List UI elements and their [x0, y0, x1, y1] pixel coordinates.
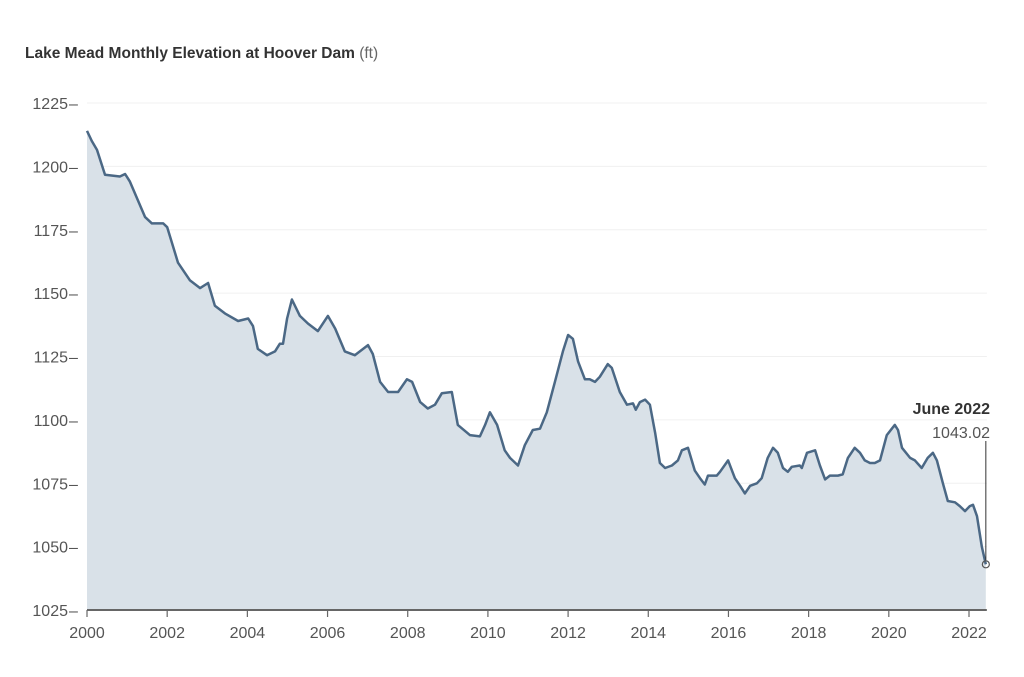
y-tick-label: 1150 [34, 286, 69, 303]
x-tick-label: 2018 [791, 625, 827, 642]
annotation: June 2022 1043.02 [913, 401, 990, 569]
y-tick-label: 1125 [34, 350, 69, 367]
y-tick-mark: – [69, 159, 78, 176]
x-tick-label: 2000 [69, 625, 105, 642]
annotation-point-marker [981, 560, 990, 569]
y-tick-mark: – [69, 413, 78, 430]
x-tick-label: 2006 [310, 625, 346, 642]
y-tick-label: 1050 [32, 540, 68, 557]
y-tick-mark: – [69, 476, 78, 493]
y-tick-label: 1175 [34, 223, 69, 240]
chart-unit: (ft) [359, 45, 379, 62]
x-tick-label: 2012 [550, 625, 586, 642]
annotation-value: 1043.02 [932, 425, 990, 442]
y-tick-label: 1100 [34, 413, 69, 430]
y-axis: 1025 –1050 –1075 –1100 –1125 –1150 –1175 –1200–… [32, 96, 78, 620]
y-tick-label: 1075 [32, 476, 68, 493]
y-tick-mark: – [69, 286, 78, 303]
x-tick-label: 2022 [951, 625, 987, 642]
y-tick-mark: – [69, 350, 78, 367]
x-tick-label: 2004 [230, 625, 266, 642]
y-tick-label: 1200 [32, 159, 68, 176]
y-tick-label: 1225 [32, 96, 68, 113]
annotation-date: June 2022 [913, 401, 990, 418]
y-tick-mark: – [69, 96, 78, 113]
y-tick-mark: – [69, 223, 78, 240]
y-tick-mark: – [69, 603, 78, 620]
y-tick-mark: – [69, 540, 78, 557]
x-tick-label: 2020 [871, 625, 907, 642]
chart-title: Lake Mead Monthly Elevation at Hoover Da… [25, 45, 379, 62]
series-line [85, 130, 988, 565]
x-axis: 2000 2002 2004 2006 2008 2010 2012 2014 2016 2018… [69, 609, 987, 642]
x-tick-label: 2010 [470, 625, 506, 642]
x-tick-label: 2016 [711, 625, 747, 642]
x-tick-label: 2014 [630, 625, 666, 642]
y-tick-label: 1025 [32, 603, 68, 620]
x-tick-label: 2002 [149, 625, 185, 642]
x-tick-label: 2008 [390, 625, 426, 642]
area-fill [87, 130, 986, 610]
